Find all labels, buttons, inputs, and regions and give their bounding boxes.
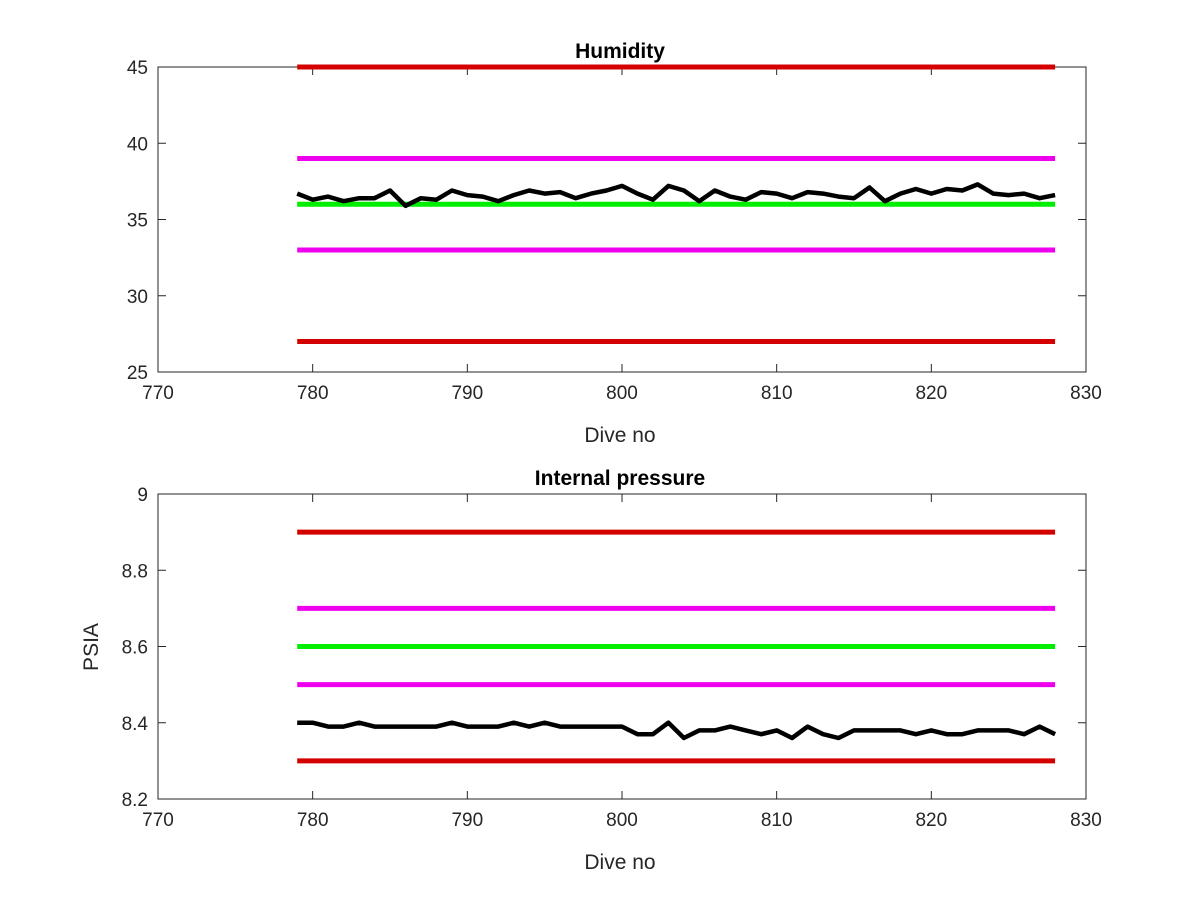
chart-title: Humidity xyxy=(575,40,665,63)
y-tick-label: 25 xyxy=(127,363,148,384)
y-tick-label: 35 xyxy=(127,211,148,232)
x-tick-label: 780 xyxy=(297,810,329,831)
x-tick-label: 820 xyxy=(915,383,947,404)
humidity-chart: Humidity Dive no 770 780 790 800 810 820 830 25… xyxy=(127,40,1102,447)
y-tick-label: 9 xyxy=(137,485,148,506)
x-tick-label: 800 xyxy=(606,810,638,831)
y-tick-label: 8.4 xyxy=(122,714,149,735)
y-tick-label: 8.6 xyxy=(122,638,148,659)
y-tick-label: 8.8 xyxy=(122,561,148,582)
x-tick-label: 810 xyxy=(761,810,793,831)
y-tick-label: 45 xyxy=(127,58,148,79)
x-tick-label: 790 xyxy=(451,810,483,831)
x-axis-label: Dive no xyxy=(584,851,655,874)
x-tick-label: 790 xyxy=(451,383,483,404)
chart-title: Internal pressure xyxy=(535,467,705,490)
x-tick-label: 770 xyxy=(142,810,174,831)
y-axis-label: PSIA xyxy=(80,623,103,671)
x-tick-label: 810 xyxy=(761,383,793,404)
x-tick-label: 830 xyxy=(1070,810,1102,831)
axes-box xyxy=(157,66,1087,373)
x-tick-label: 830 xyxy=(1070,383,1102,404)
y-tick-label: 8.2 xyxy=(122,790,148,811)
x-tick-label: 780 xyxy=(297,383,329,404)
x-tick-label: 800 xyxy=(606,383,638,404)
series-line-measured xyxy=(296,182,1056,209)
y-tick-label: 40 xyxy=(127,134,148,155)
x-axis-label: Dive no xyxy=(584,424,655,447)
x-tick-label: 820 xyxy=(915,810,947,831)
x-tick-label: 770 xyxy=(142,383,174,404)
y-tick-label: 30 xyxy=(127,287,148,308)
pressure-chart: Internal pressure Dive no PSIA 770 780 790… xyxy=(80,467,1102,874)
series-line-measured xyxy=(297,720,1057,741)
